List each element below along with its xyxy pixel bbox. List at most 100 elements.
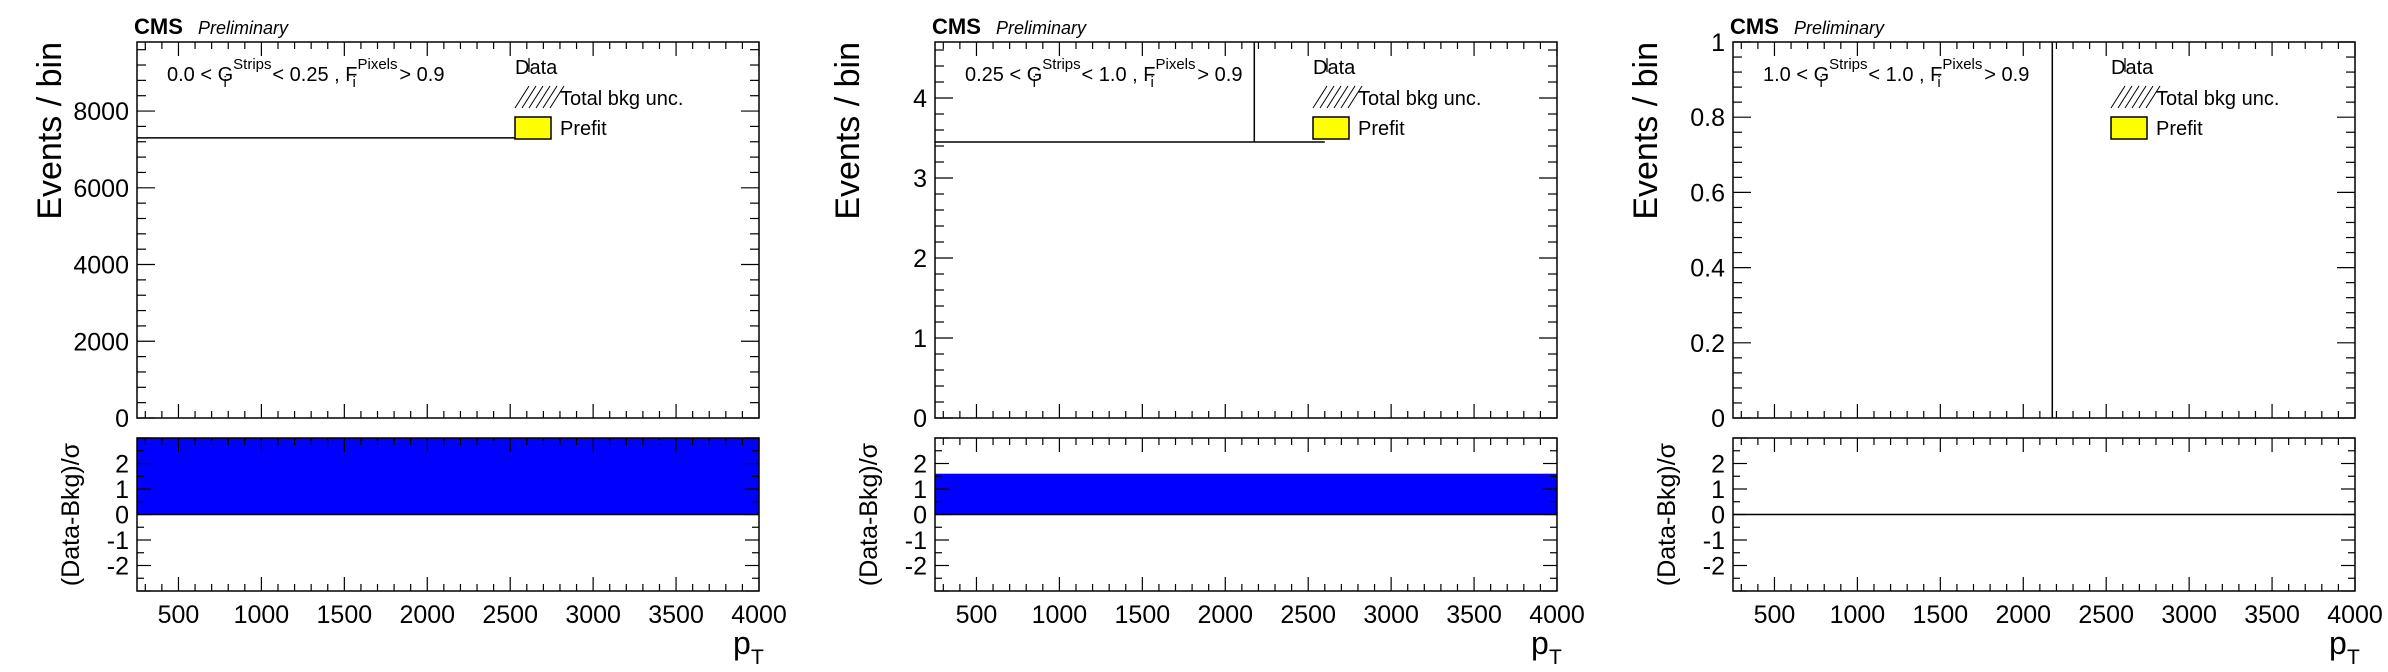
selection-part: 0.0 (167, 64, 195, 86)
y-tick-label: 8000 (73, 98, 129, 126)
selection-part: Strips (1042, 56, 1080, 73)
ratio-tick-label: 2 (1711, 451, 1725, 479)
ratio-tick-label: 1 (1711, 476, 1725, 504)
legend-unc-swatch (2110, 85, 2161, 109)
selection-label: 1.0 < GStrips i < 1.0 , FPixels i > 0.9 (1763, 56, 2029, 91)
x-tick-label: 1000 (234, 601, 290, 629)
ratio-tick-label: 0 (1711, 502, 1725, 530)
y-tick-label: 2 (913, 245, 927, 273)
panel-1: 0 2000 4000 6000 8000 500 1000 1500 2000 2500 3000… (31, 14, 787, 669)
ratio-tick-label: -1 (905, 527, 927, 555)
y-tick-label: 6000 (73, 175, 129, 203)
legend-prefit-label: Prefit (1358, 118, 1405, 140)
ratio-tick-label: -2 (905, 553, 927, 581)
ratio-tick-label: 0 (913, 502, 927, 530)
x-tick-label: 3500 (648, 601, 704, 629)
legend-unc-swatch (514, 85, 565, 109)
experiment-label: CMS (1730, 14, 1779, 39)
ratio-tick-label: -2 (1703, 553, 1725, 581)
x-tick-label: 1500 (1913, 601, 1969, 629)
selection-part: 1.0 (1763, 64, 1791, 86)
selection-part: > 0.9 (1192, 64, 1243, 86)
selection-part: Pixels (357, 56, 397, 73)
selection-part: F (1930, 64, 1942, 86)
legend-prefit-swatch (2110, 116, 2148, 140)
x-axis-title-subscript: T (2347, 646, 2360, 669)
legend-hatch-line (2117, 85, 2133, 109)
x-tick-label: 2500 (1280, 601, 1336, 629)
status-label: Preliminary (1794, 18, 1885, 38)
pull-bar (137, 438, 759, 515)
ratio-y-axis-title: (Data-Bkg)/σ (855, 442, 883, 586)
experiment-label: CMS (932, 14, 981, 39)
legend-unc-label: Total bkg unc. (560, 88, 683, 110)
ratio-tick-label: 0 (115, 502, 129, 530)
y-tick-label: 4000 (73, 252, 129, 280)
x-tick-label: 1500 (1115, 601, 1171, 629)
selection-label: 0.0 < GStrips i < 0.25 , FPixels i > 0.9 (167, 56, 444, 91)
selection-part: G (218, 64, 234, 86)
selection-part: < (267, 64, 290, 86)
selection-part: < (1004, 64, 1027, 86)
y-tick-label: 0.6 (1690, 179, 1725, 207)
y-tick-label: 0.2 (1690, 330, 1725, 358)
x-axis-title-subscript: T (751, 646, 764, 669)
selection-part: Pixels (1942, 56, 1982, 73)
x-tick-label: 2500 (482, 601, 538, 629)
selection-part: 0.25 (290, 64, 329, 86)
legend-hatch-line (1340, 85, 1356, 109)
selection-part: G (1027, 64, 1043, 86)
legend-hatch-line (1333, 85, 1349, 109)
ratio-y-axis-title: (Data-Bkg)/σ (1653, 442, 1681, 586)
selection-part: > 0.9 (1979, 64, 2030, 86)
legend-data-label: Data (1313, 57, 1356, 79)
selection-part: F (1143, 64, 1155, 86)
selection-part: 0.25 (965, 64, 1004, 86)
x-tick-label: 2000 (399, 601, 455, 629)
ratio-tick-label: 1 (115, 476, 129, 504)
x-tick-label: 1500 (317, 601, 373, 629)
x-tick-label: 4000 (1529, 601, 1585, 629)
legend-prefit-swatch (514, 116, 552, 140)
legend-data-label: Data (515, 57, 558, 79)
x-tick-label: 500 (956, 601, 998, 629)
selection-part: > 0.9 (394, 64, 445, 86)
selection-part: F (345, 64, 357, 86)
legend-hatch-line (1326, 85, 1342, 109)
x-tick-label: 500 (1754, 601, 1796, 629)
selection-part: Strips (1829, 56, 1867, 73)
legend-hatch-line (2138, 85, 2154, 109)
legend-unc-label: Total bkg unc. (1358, 88, 1481, 110)
ratio-tick-label: 1 (913, 476, 927, 504)
ratio-y-axis-title: (Data-Bkg)/σ (57, 442, 85, 586)
legend-hatch-line (2131, 85, 2147, 109)
selection-part: i (1820, 74, 1823, 91)
y-axis-title: Events / bin (1627, 42, 1665, 220)
ratio-tick-label: 2 (115, 451, 129, 479)
selection-part: , (329, 64, 346, 86)
y-axis-title: Events / bin (31, 42, 69, 220)
x-axis-title: p (2329, 625, 2347, 661)
legend-hatch-line (1312, 85, 1328, 109)
legend-unc-label: Total bkg unc. (2156, 88, 2279, 110)
y-tick-label: 2000 (73, 328, 129, 356)
status-label: Preliminary (996, 18, 1087, 38)
y-tick-label: 0 (1711, 405, 1725, 433)
legend-prefit-label: Prefit (2156, 118, 2203, 140)
selection-part: i (1033, 74, 1036, 91)
x-tick-label: 3000 (1363, 601, 1419, 629)
status-label: Preliminary (198, 18, 289, 38)
x-tick-label: 4000 (731, 601, 787, 629)
x-tick-label: 3500 (2244, 601, 2300, 629)
legend-hatch-line (535, 85, 551, 109)
x-axis-title-subscript: T (1549, 646, 1562, 669)
selection-part: < (1863, 64, 1886, 86)
legend-hatch-line (1347, 85, 1363, 109)
selection-part: i (224, 74, 227, 91)
x-tick-label: 3000 (565, 601, 621, 629)
ratio-tick-label: -2 (107, 553, 129, 581)
main-frame (1732, 41, 2356, 419)
legend-hatch-line (521, 85, 537, 109)
y-tick-label: 0.8 (1690, 104, 1725, 132)
experiment-label: CMS (134, 14, 183, 39)
